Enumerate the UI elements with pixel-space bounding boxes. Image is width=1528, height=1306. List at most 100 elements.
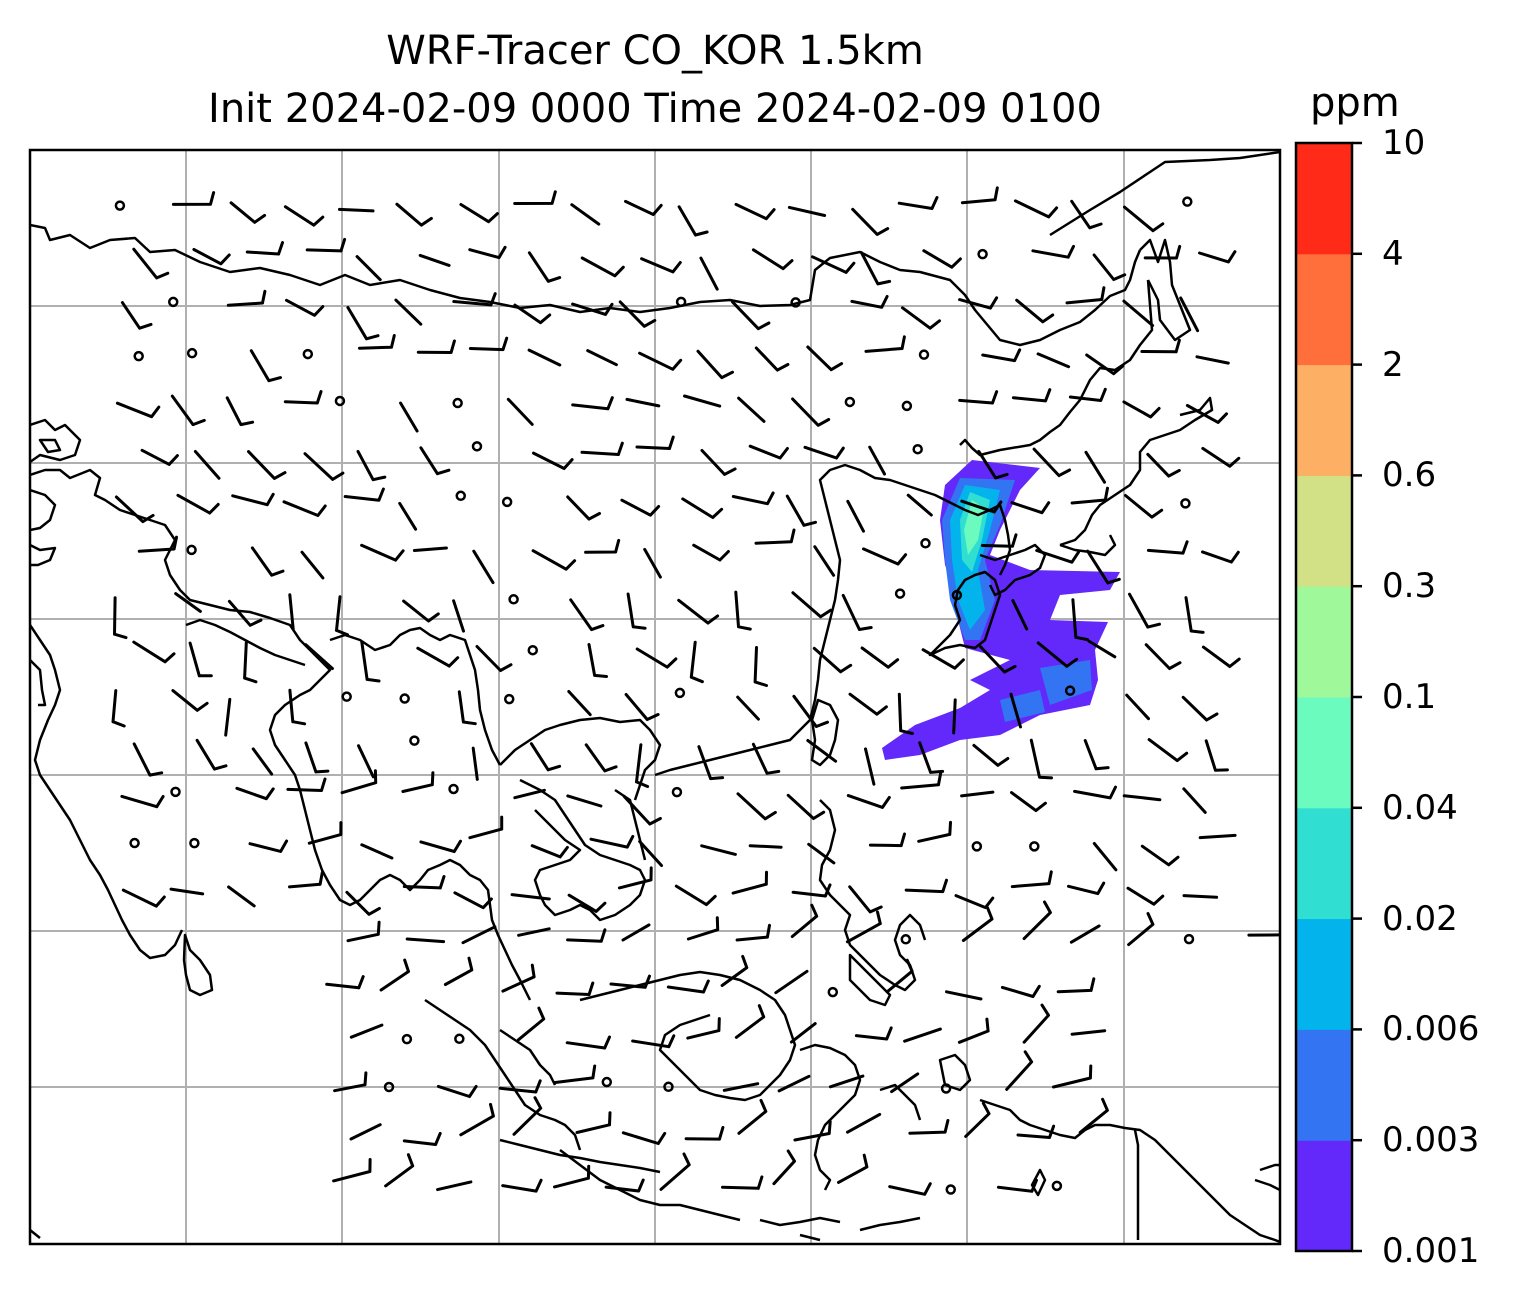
wind-barb [584, 538, 621, 554]
wind-barb [807, 842, 836, 865]
wind-barb [1147, 738, 1189, 763]
calm-wind-circle [167, 296, 179, 308]
wind-barb [1067, 881, 1106, 896]
wind-barb [958, 390, 999, 405]
colorbar-tick-label: 2 [1382, 344, 1404, 385]
calm-wind-circle [900, 934, 912, 945]
wind-barb [303, 452, 345, 481]
wind-barb [1179, 296, 1200, 333]
wind-barb [681, 497, 724, 519]
calm-wind-circle [129, 837, 140, 849]
wind-barb [848, 692, 888, 716]
wind-barb [527, 251, 562, 283]
wind-barb [774, 969, 809, 995]
wind-barb [475, 645, 513, 672]
wind-barb [666, 979, 710, 994]
wind-barb [803, 445, 845, 460]
wind-barb [1036, 352, 1071, 369]
wind-barb [349, 1123, 382, 1141]
wind-barb [952, 698, 957, 735]
wind-barb [288, 593, 295, 631]
wind-barb [1086, 549, 1121, 585]
wind-barb [571, 302, 614, 316]
wind-barb [288, 871, 324, 889]
calm-wind-circle [675, 296, 687, 308]
wind-barb [137, 535, 178, 553]
wind-barb [1029, 738, 1053, 780]
wind-barb [1015, 298, 1055, 324]
wind-barb [696, 349, 734, 380]
wind-barb [1016, 1124, 1056, 1139]
wind-barb [459, 203, 499, 224]
wind-barb [452, 599, 465, 633]
wind-barb [1065, 286, 1106, 305]
wind-barb [734, 1004, 766, 1039]
wind-barb [345, 890, 381, 916]
wind-barb [304, 741, 330, 774]
calm-wind-circle [1182, 196, 1193, 207]
graticule [30, 150, 1280, 1244]
wind-barb [356, 449, 387, 482]
calm-wind-circle [401, 1033, 413, 1045]
coastlines [30, 150, 1280, 1244]
map-title-line-2: Init 2024-02-09 0000 Time 2024-02-09 010… [208, 86, 1102, 132]
wind-barb [979, 645, 1017, 674]
wind-barb [188, 641, 213, 678]
wind-barb [379, 958, 410, 992]
wind-barb [512, 1096, 543, 1136]
wind-barb [1087, 639, 1117, 659]
calm-wind-circle [186, 544, 197, 556]
wind-barb [555, 981, 595, 996]
wind-barb [120, 301, 153, 330]
calm-wind-circle [302, 348, 314, 360]
wind-barb [1052, 1064, 1093, 1089]
wind-barb [468, 336, 509, 352]
calm-wind-circle [1029, 841, 1040, 852]
wind-barb [575, 1111, 612, 1134]
wind-barb [981, 348, 1022, 363]
calm-wind-circle [1064, 685, 1076, 696]
wind-barb [461, 925, 497, 945]
wind-barb [332, 1158, 372, 1183]
wind-barb [1143, 244, 1182, 260]
calm-wind-circle [448, 783, 459, 795]
wind-barb [906, 493, 933, 517]
wind-barb [1123, 205, 1165, 233]
calm-wind-circle [170, 786, 181, 798]
wind-barb [243, 641, 258, 684]
wind-barb [580, 441, 624, 456]
wind-barb [753, 646, 768, 687]
colorbar-tick-label: 0.003 [1382, 1120, 1480, 1161]
wind-barb [1035, 549, 1080, 564]
wind-barb [140, 448, 179, 466]
wind-barb [626, 592, 647, 630]
wind-barb [120, 794, 165, 809]
colorbar-segment [1296, 475, 1352, 587]
wind-barb [900, 771, 943, 790]
wind-barb [586, 349, 618, 367]
wind-barb [226, 289, 267, 307]
calm-wind-circle [334, 395, 346, 407]
wind-barb [401, 771, 435, 793]
wind-barb [683, 394, 722, 408]
wind-barb [617, 866, 653, 890]
colorbar-tick-label: 0.3 [1382, 566, 1437, 607]
wind-barb [621, 923, 651, 942]
wind-barb [394, 298, 423, 326]
calm-wind-circle [527, 644, 539, 656]
wind-barb [864, 747, 876, 786]
wind-barb [677, 205, 709, 237]
wind-barb [346, 920, 381, 943]
calm-wind-circle [827, 986, 839, 998]
wind-barb [1092, 253, 1127, 281]
wind-barb [360, 543, 405, 562]
wind-barb [346, 306, 380, 341]
wind-barb [566, 928, 607, 943]
wind-barb [355, 255, 382, 282]
wind-barb [325, 975, 365, 990]
wind-barb [569, 598, 605, 632]
map-frame-border [28, 148, 1282, 1246]
wind-barb [171, 689, 209, 712]
wind-barb [888, 1182, 932, 1196]
colorbar-segment [1296, 1140, 1352, 1252]
